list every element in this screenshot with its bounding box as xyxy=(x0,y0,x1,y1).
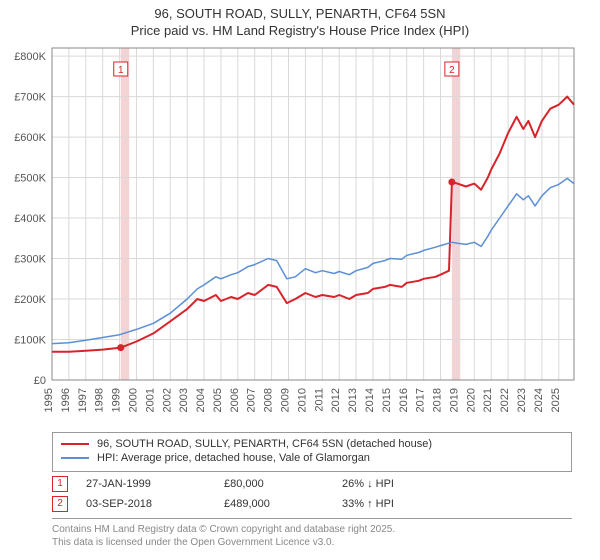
svg-text:£500K: £500K xyxy=(14,173,46,185)
svg-text:2003: 2003 xyxy=(178,388,190,412)
svg-text:1996: 1996 xyxy=(60,388,72,412)
svg-text:£800K: £800K xyxy=(14,51,46,63)
svg-text:£300K: £300K xyxy=(14,254,46,266)
svg-text:2011: 2011 xyxy=(313,388,325,412)
svg-text:2016: 2016 xyxy=(398,388,410,412)
event-marker-1: 1 xyxy=(52,476,68,492)
svg-text:2001: 2001 xyxy=(144,388,156,412)
svg-text:2006: 2006 xyxy=(229,388,241,412)
footer-box: Contains HM Land Registry data © Crown c… xyxy=(52,518,572,549)
svg-text:1997: 1997 xyxy=(77,388,89,412)
svg-text:2013: 2013 xyxy=(347,388,359,412)
svg-text:1998: 1998 xyxy=(94,388,106,412)
svg-text:2017: 2017 xyxy=(415,388,427,412)
legend-label-0: 96, SOUTH ROAD, SULLY, PENARTH, CF64 5SN… xyxy=(97,438,432,450)
legend-swatch-1 xyxy=(61,457,89,459)
title-line2: Price paid vs. HM Land Registry's House … xyxy=(0,23,600,38)
event-change-2: 33% ↑ HPI xyxy=(342,498,462,510)
legend-box: 96, SOUTH ROAD, SULLY, PENARTH, CF64 5SN… xyxy=(52,432,572,472)
svg-text:£200K: £200K xyxy=(14,294,46,306)
event-date-1: 27-JAN-1999 xyxy=(86,478,206,490)
svg-text:2015: 2015 xyxy=(381,388,393,412)
event-price-1: £80,000 xyxy=(224,478,324,490)
event-price-2: £489,000 xyxy=(224,498,324,510)
svg-text:£700K: £700K xyxy=(14,92,46,104)
svg-text:2007: 2007 xyxy=(246,388,258,412)
svg-text:2005: 2005 xyxy=(212,388,224,412)
svg-text:1999: 1999 xyxy=(111,388,123,412)
legend-item: 96, SOUTH ROAD, SULLY, PENARTH, CF64 5SN… xyxy=(61,437,563,451)
svg-text:2021: 2021 xyxy=(482,388,494,412)
svg-text:2025: 2025 xyxy=(550,388,562,412)
svg-text:2012: 2012 xyxy=(330,388,342,412)
svg-text:2009: 2009 xyxy=(280,388,292,412)
svg-text:1: 1 xyxy=(118,65,124,76)
svg-text:2020: 2020 xyxy=(465,388,477,412)
event-row: 2 03-SEP-2018 £489,000 33% ↑ HPI xyxy=(52,494,572,514)
svg-text:2004: 2004 xyxy=(195,388,207,412)
svg-text:2023: 2023 xyxy=(516,388,528,412)
title-line1: 96, SOUTH ROAD, SULLY, PENARTH, CF64 5SN xyxy=(0,6,600,21)
svg-text:2014: 2014 xyxy=(364,388,376,412)
footer-line2: This data is licensed under the Open Gov… xyxy=(52,536,572,549)
event-date-2: 03-SEP-2018 xyxy=(86,498,206,510)
event-row: 1 27-JAN-1999 £80,000 26% ↓ HPI xyxy=(52,474,572,494)
chart-area: £0 £100K £200K £300K £400K £500K £600K £700K £80… xyxy=(0,38,600,428)
svg-text:2: 2 xyxy=(449,65,455,76)
events-box: 1 27-JAN-1999 £80,000 26% ↓ HPI 2 03-SEP… xyxy=(52,474,572,514)
chart-svg: £0 £100K £200K £300K £400K £500K £600K £700K £80… xyxy=(0,38,600,428)
legend-label-1: HPI: Average price, detached house, Vale… xyxy=(97,452,370,464)
event-marker-2: 2 xyxy=(52,496,68,512)
footer-line1: Contains HM Land Registry data © Crown c… xyxy=(52,523,572,536)
svg-text:1995: 1995 xyxy=(43,388,55,412)
svg-text:£400K: £400K xyxy=(14,213,46,225)
svg-text:£600K: £600K xyxy=(14,132,46,144)
legend-swatch-0 xyxy=(61,443,89,445)
chart-titles: 96, SOUTH ROAD, SULLY, PENARTH, CF64 5SN… xyxy=(0,6,600,38)
svg-text:2022: 2022 xyxy=(499,388,511,412)
event-change-1: 26% ↓ HPI xyxy=(342,478,462,490)
svg-text:2019: 2019 xyxy=(448,388,460,412)
svg-text:2024: 2024 xyxy=(533,388,545,412)
legend-item: HPI: Average price, detached house, Vale… xyxy=(61,451,563,465)
svg-text:2002: 2002 xyxy=(161,388,173,412)
svg-text:2008: 2008 xyxy=(263,388,275,412)
svg-text:2010: 2010 xyxy=(296,388,308,412)
svg-text:2000: 2000 xyxy=(127,388,139,412)
svg-text:£0: £0 xyxy=(34,375,46,387)
svg-text:2018: 2018 xyxy=(432,388,444,412)
svg-text:£100K: £100K xyxy=(14,335,46,347)
